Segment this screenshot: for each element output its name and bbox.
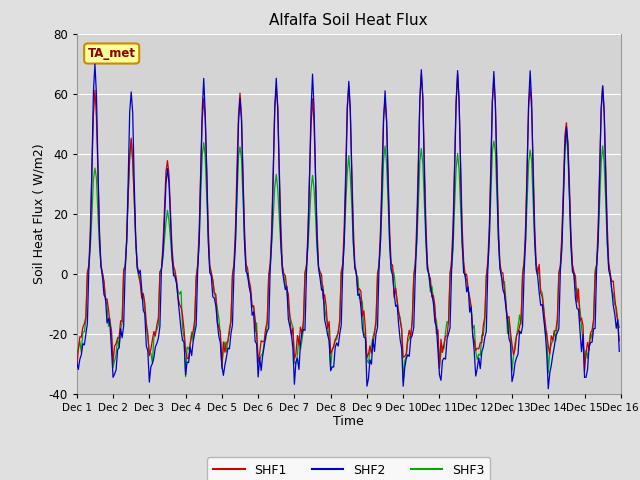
- SHF3: [140, 290, 147, 296]
- SHF1: [310, 120, 318, 126]
- X-axis label: Time: Time: [333, 415, 364, 429]
- SHF3: [588, 336, 596, 341]
- SHF3: [616, 324, 623, 330]
- SHF2: [91, 61, 99, 67]
- SHF3: [253, 320, 260, 326]
- SHF3: [399, 379, 407, 384]
- SHF2: [312, 174, 319, 180]
- SHF1: [235, 113, 243, 119]
- SHF1: [417, 71, 425, 77]
- SHF3: [563, 131, 570, 136]
- SHF3: [235, 154, 243, 159]
- SHF2: [73, 359, 81, 365]
- SHF3: [310, 186, 318, 192]
- SHF2: [616, 348, 623, 354]
- Title: Alfalfa Soil Heat Flux: Alfalfa Soil Heat Flux: [269, 13, 428, 28]
- SHF1: [580, 369, 588, 374]
- SHF2: [545, 386, 552, 392]
- SHF2: [264, 328, 271, 334]
- SHF2: [254, 374, 262, 380]
- SHF1: [73, 364, 81, 370]
- SHF1: [140, 291, 147, 297]
- Line: SHF3: SHF3: [77, 133, 620, 382]
- SHF2: [141, 311, 148, 316]
- SHF1: [262, 325, 269, 331]
- SHF1: [616, 338, 623, 344]
- Text: TA_met: TA_met: [88, 47, 136, 60]
- SHF1: [253, 332, 260, 337]
- SHF1: [588, 327, 596, 333]
- SHF3: [262, 336, 269, 342]
- SHF3: [73, 352, 81, 358]
- Line: SHF1: SHF1: [77, 74, 620, 372]
- SHF2: [236, 95, 244, 101]
- Line: SHF2: SHF2: [77, 64, 620, 389]
- SHF2: [588, 339, 596, 345]
- Legend: SHF1, SHF2, SHF3: SHF1, SHF2, SHF3: [207, 457, 490, 480]
- Y-axis label: Soil Heat Flux ( W/m2): Soil Heat Flux ( W/m2): [33, 144, 45, 284]
